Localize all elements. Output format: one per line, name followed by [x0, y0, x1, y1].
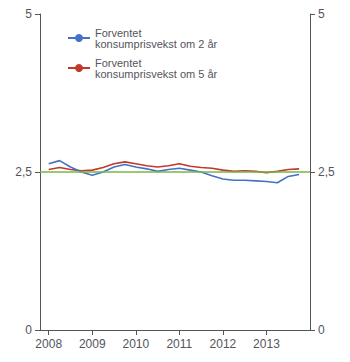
svg-text:2011: 2011	[166, 337, 192, 351]
svg-text:Forventet: Forventet	[95, 56, 142, 69]
svg-text:Forventet: Forventet	[95, 26, 142, 39]
svg-text:konsumprisvekst om 2 år: konsumprisvekst om 2 år	[95, 38, 218, 50]
svg-text:2,5: 2,5	[318, 165, 335, 179]
svg-text:0: 0	[25, 323, 32, 337]
svg-text:2,5: 2,5	[15, 165, 32, 179]
svg-text:2010: 2010	[122, 337, 149, 351]
svg-text:2012: 2012	[210, 337, 237, 351]
svg-text:2008: 2008	[35, 337, 62, 351]
svg-text:0: 0	[318, 323, 325, 337]
svg-text:5: 5	[318, 7, 325, 21]
svg-text:5: 5	[25, 7, 32, 21]
svg-text:2013: 2013	[253, 337, 280, 351]
svg-text:konsumprisvekst om 5 år: konsumprisvekst om 5 år	[95, 68, 218, 80]
svg-text:2009: 2009	[79, 337, 106, 351]
